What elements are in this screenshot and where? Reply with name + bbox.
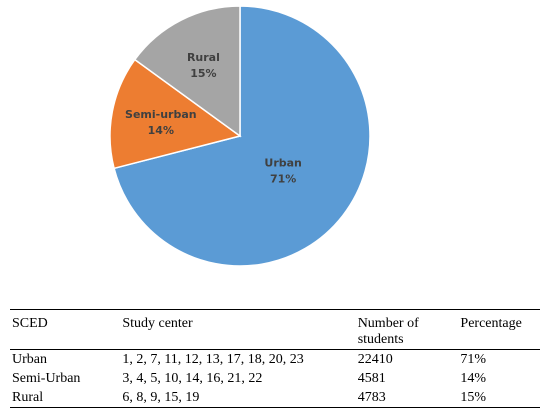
pie-slice-semi-urban	[109, 58, 242, 170]
cell-study-center: 3, 4, 5, 10, 14, 16, 21, 22	[122, 371, 263, 386]
cell-number-of-students: 22410	[357, 352, 393, 367]
data-table: SCED Study center Number of students Per…	[10, 309, 540, 408]
header-sced: SCED	[12, 316, 48, 331]
slice-percent-rural: 15%	[190, 67, 216, 80]
cell-percentage: 14%	[460, 371, 487, 386]
table-row: Rural 6, 8, 9, 15, 19 4783 15%	[10, 388, 540, 408]
cell-percentage: 15%	[460, 390, 487, 405]
slice-percent-urban: 71%	[270, 172, 296, 185]
table-row: Urban 1, 2, 7, 11, 12, 13, 17, 18, 20, 2…	[10, 350, 540, 370]
slice-percent-semi-urban: 14%	[148, 124, 174, 137]
cell-number-of-students: 4581	[357, 371, 386, 386]
cell-sced: Rural	[12, 390, 44, 405]
slice-label-semi-urban: Semi-urban	[125, 108, 197, 121]
pie-slice-rural	[133, 5, 241, 138]
cell-sced: Semi-Urban	[12, 371, 81, 386]
cell-study-center: 6, 8, 9, 15, 19	[122, 390, 200, 405]
header-percentage: Percentage	[460, 316, 522, 331]
cell-number-of-students: 4783	[357, 390, 386, 405]
header-study-center: Study center	[122, 316, 193, 331]
slice-label-urban: Urban	[264, 156, 302, 169]
header-number-of-students: Number of students	[357, 316, 419, 347]
pie-slice-urban	[113, 5, 371, 267]
cell-sced: Urban	[12, 352, 47, 367]
cell-study-center: 1, 2, 7, 11, 12, 13, 17, 18, 20, 23	[122, 352, 304, 367]
table-header-row: SCED Study center Number of students Per…	[10, 309, 540, 350]
pie-chart: Urban 71% Semi-urban 14% Rural 15%	[109, 5, 371, 267]
table-row: Semi-Urban 3, 4, 5, 10, 14, 16, 21, 22 4…	[10, 369, 540, 388]
slice-label-rural: Rural	[187, 51, 220, 64]
cell-percentage: 71%	[460, 352, 487, 367]
